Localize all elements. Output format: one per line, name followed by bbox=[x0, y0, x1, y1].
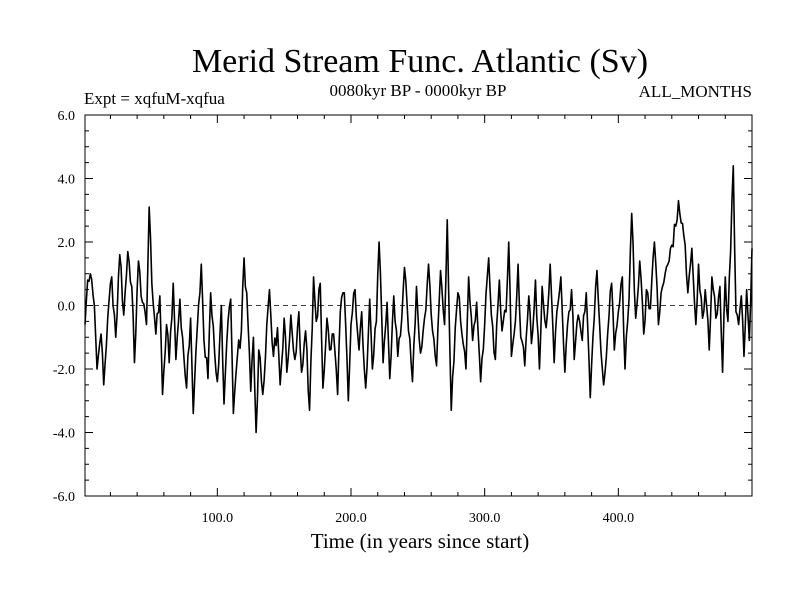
chart-title: Merid Stream Func. Atlantic (Sv) bbox=[192, 43, 648, 80]
series-group bbox=[84, 165, 753, 434]
x-tick-label: 300.0 bbox=[469, 511, 501, 526]
y-tick-label: 0.0 bbox=[58, 300, 76, 315]
y-tick-label: 2.0 bbox=[58, 236, 76, 251]
x-tick-label: 400.0 bbox=[603, 511, 635, 526]
y-tick-label: 4.0 bbox=[58, 173, 76, 188]
y-tick-label: 6.0 bbox=[58, 109, 76, 124]
x-axis-label: Time (in years since start) bbox=[311, 529, 530, 553]
months-label: ALL_MONTHS bbox=[639, 82, 752, 101]
x-tick-label: 100.0 bbox=[202, 511, 234, 526]
series-line-0 bbox=[84, 165, 753, 434]
plot-frame bbox=[84, 114, 753, 497]
experiment-label: Expt = xqfuM-xqfua bbox=[84, 89, 225, 108]
x-tick-label: 200.0 bbox=[335, 511, 367, 526]
y-tick-label: -4.0 bbox=[53, 427, 75, 442]
y-tick-label: -6.0 bbox=[53, 490, 75, 505]
period-label: 0080kyr BP - 0000kyr BP bbox=[330, 81, 507, 100]
y-tick-label: -2.0 bbox=[53, 363, 75, 378]
